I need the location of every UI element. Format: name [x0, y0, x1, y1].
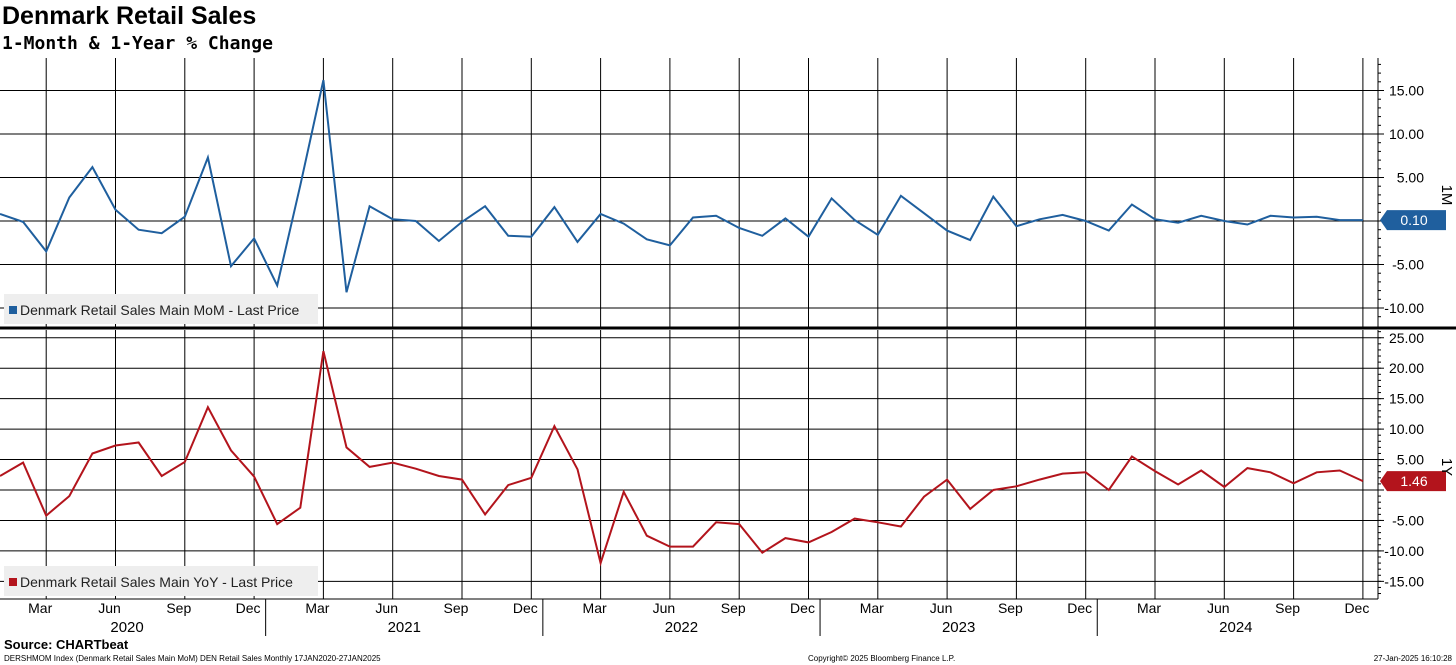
ytick-label: -10.00 — [1384, 300, 1424, 316]
xtick-month-label: Dec — [513, 600, 538, 616]
ytick-label: 10.00 — [1389, 126, 1424, 142]
xtick-year-label: 2024 — [1219, 619, 1252, 636]
chart-title: Denmark Retail Sales — [2, 2, 257, 30]
xtick-month-label: Dec — [790, 600, 815, 616]
xtick-month-label: Mar — [305, 600, 329, 616]
xtick-month-label: Sep — [166, 600, 191, 616]
legend-box — [4, 566, 318, 596]
ytick-label: 5.00 — [1397, 170, 1424, 186]
ytick-label: 10.00 — [1389, 421, 1424, 437]
legend-label: Denmark Retail Sales Main MoM - Last Pri… — [20, 302, 300, 318]
xtick-month-label: Dec — [1344, 600, 1369, 616]
last-value-label: 1.46 — [1400, 473, 1427, 489]
chart-subtitle: 1-Month & 1-Year % Change — [2, 33, 273, 54]
legend-swatch — [9, 306, 17, 314]
panel-side-label: 1M — [1438, 185, 1455, 206]
legend-label: Denmark Retail Sales Main YoY - Last Pri… — [20, 574, 293, 590]
ytick-label: 20.00 — [1389, 360, 1424, 376]
footer-index-info: DERSHMOM Index (Denmark Retail Sales Mai… — [4, 654, 381, 663]
xtick-month-label: Jun — [375, 600, 398, 616]
source-note: Source: CHARTbeat — [4, 637, 129, 652]
xtick-month-label: Mar — [860, 600, 884, 616]
xtick-month-label: Mar — [1137, 600, 1161, 616]
xtick-year-label: 2022 — [665, 619, 698, 636]
last-value-tag — [1380, 210, 1446, 231]
grid-layer — [0, 58, 1378, 599]
xtick-year-label: 2021 — [388, 619, 421, 636]
xtick-month-label: Dec — [236, 600, 261, 616]
ytick-label: -10.00 — [1384, 543, 1424, 559]
xtick-month-label: Jun — [98, 600, 121, 616]
panel-side-label: 1Y — [1438, 458, 1455, 476]
xtick-month-label: Sep — [998, 600, 1023, 616]
xtick-month-label: Sep — [1275, 600, 1300, 616]
xtick-month-label: Mar — [28, 600, 52, 616]
xtick-year-label: 2023 — [942, 619, 975, 636]
xtick-month-label: Sep — [721, 600, 746, 616]
xtick-month-label: Dec — [1067, 600, 1092, 616]
line-layer — [0, 79, 1364, 567]
axis-layer — [0, 58, 1456, 636]
label-layer: 15.00 10.00 5.00 -5.00 -10.00 0.10 1M Denmark R… — [4, 83, 1455, 636]
ytick-label: 25.00 — [1389, 330, 1424, 346]
footer-copyright: Copyright© 2025 Bloomberg Finance L.P. — [808, 654, 956, 663]
ytick-label: -5.00 — [1392, 257, 1424, 273]
legend-swatch — [9, 578, 17, 586]
ytick-label: 5.00 — [1397, 452, 1424, 468]
ytick-label: -5.00 — [1392, 512, 1424, 528]
xtick-month-label: Jun — [653, 600, 676, 616]
ytick-label: 15.00 — [1389, 391, 1424, 407]
legend-box — [4, 294, 318, 324]
ytick-label: 15.00 — [1389, 83, 1424, 99]
series-line-1M — [0, 79, 1363, 293]
last-value-label: 0.10 — [1400, 212, 1427, 228]
xtick-month-label: Jun — [930, 600, 953, 616]
ytick-label: -15.00 — [1384, 573, 1424, 589]
series-line-1Y — [0, 350, 1364, 567]
xtick-month-label: Mar — [583, 600, 607, 616]
xtick-month-label: Jun — [1207, 600, 1230, 616]
xtick-month-label: Sep — [444, 600, 469, 616]
xtick-year-label: 2020 — [110, 619, 143, 636]
last-value-tag — [1380, 471, 1446, 492]
footer-timestamp: 27-Jan-2025 16:10:28 — [1373, 654, 1452, 663]
